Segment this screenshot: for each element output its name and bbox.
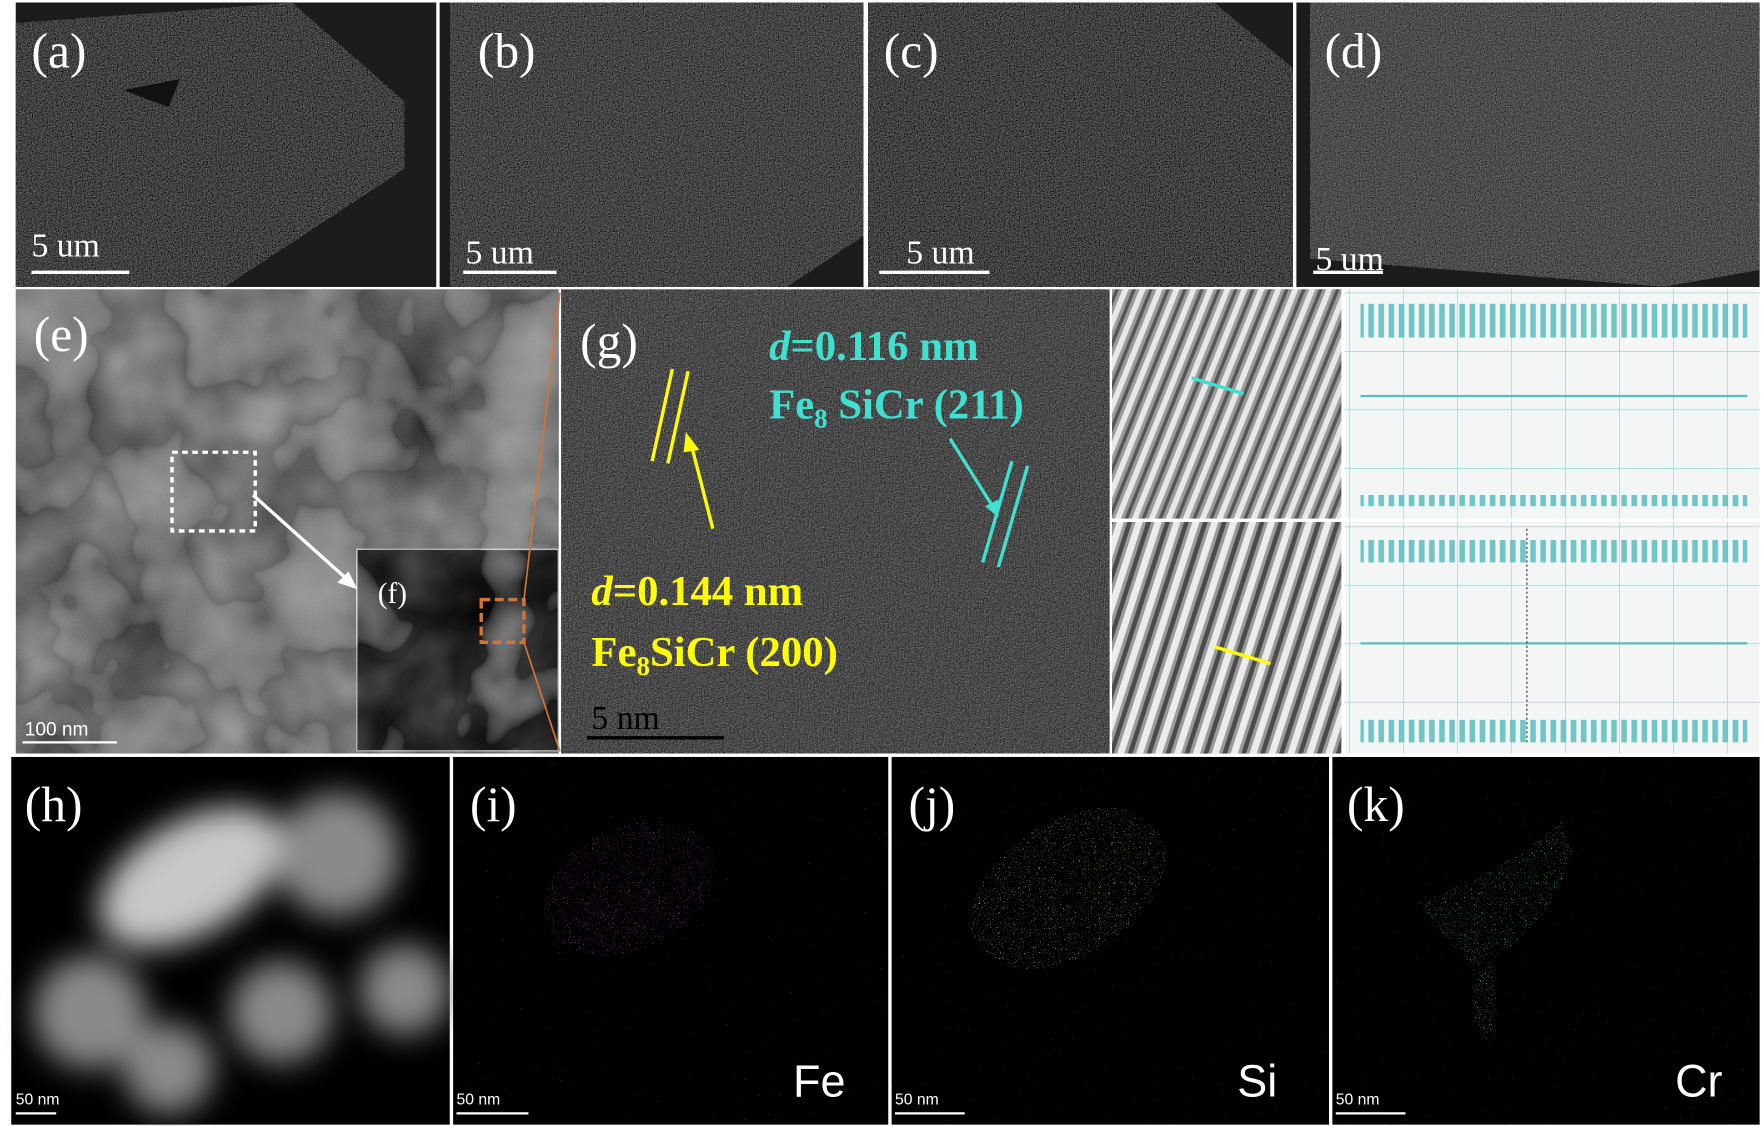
panel-label: (d) [1324, 24, 1382, 79]
panel-label: (f) [378, 578, 407, 610]
element-label: Si [1237, 1056, 1277, 1107]
scale-bar-label: 5 um [906, 234, 974, 271]
scale-bar-label: 50 nm [456, 1091, 500, 1108]
scale-bar-label: 5 um [31, 228, 99, 265]
element-label: Fe [793, 1056, 845, 1107]
scale-bar-label: 5 um [465, 234, 533, 271]
panel-label: (h) [25, 777, 83, 832]
panel-label: (a) [31, 24, 86, 79]
panel-label: (e) [34, 307, 89, 362]
lattice-spacing: d=0.144 nm [591, 568, 803, 615]
eds-map [453, 756, 1760, 1125]
fringe-panel [1111, 289, 1342, 754]
phase-label: Fe8SiCr (200) [591, 629, 837, 681]
panel-label: (g) [580, 314, 638, 369]
line-profile-panel [1344, 289, 1760, 754]
panel-label: (k) [1347, 777, 1405, 832]
panel-label: (i) [470, 777, 517, 832]
lattice-spacing: d=0.116 nm [769, 323, 979, 370]
scale-bar-label: 5 nm [591, 700, 659, 737]
scale-bar-label: 50 nm [1336, 1091, 1380, 1108]
panel-label: (c) [884, 24, 939, 79]
panel-label: (j) [908, 777, 955, 832]
hrtem-panel [561, 289, 1110, 754]
haadf-panel [11, 756, 450, 1125]
panel-label: (b) [478, 24, 536, 79]
scale-bar-label: 5 um [1316, 241, 1384, 278]
scale-bar-label: 50 nm [895, 1091, 939, 1108]
scale-bar-label: 50 nm [16, 1091, 60, 1108]
scale-bar-label: 100 nm [25, 720, 89, 741]
sem-panel [15, 2, 1760, 287]
phase-label: Fe8 SiCr (211) [769, 382, 1024, 434]
tem-panel [15, 289, 561, 754]
element-label: Cr [1675, 1056, 1722, 1107]
